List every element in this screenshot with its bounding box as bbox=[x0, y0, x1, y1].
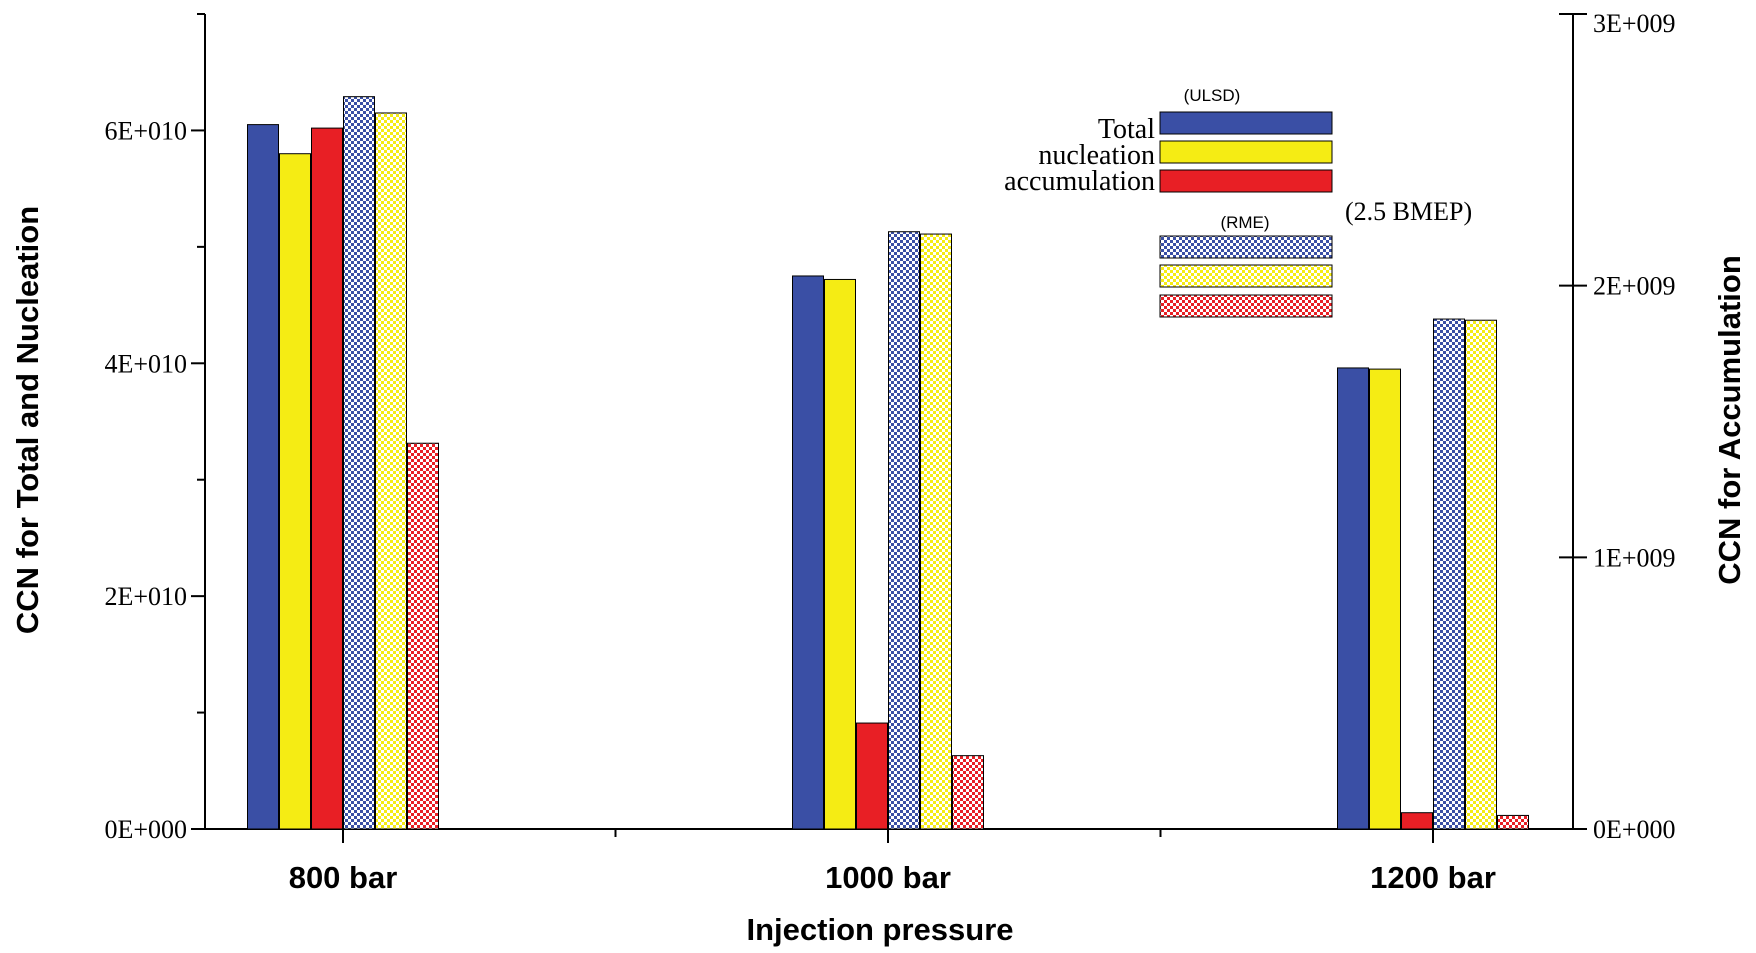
left-tick-label: 2E+010 bbox=[104, 582, 187, 611]
bar-ulsd-total-0 bbox=[247, 124, 279, 830]
bar-ulsd-accumulation-0 bbox=[311, 127, 343, 830]
left-axis-title: CCN for Total and Nucleation bbox=[10, 206, 45, 634]
legend-rme-title: (RME) bbox=[1220, 213, 1269, 232]
bar-ulsd-nucleation-1 bbox=[824, 278, 856, 830]
left-tick-label: 4E+010 bbox=[104, 349, 187, 378]
bar-rme-nucleation-1 bbox=[920, 233, 952, 830]
bar-ulsd-accumulation-2 bbox=[1401, 812, 1433, 830]
legend-label-accumulation: accumulation bbox=[1004, 166, 1155, 197]
x-tick-label: 1000 bar bbox=[825, 860, 951, 895]
legend-swatch-rme-nucleation bbox=[1159, 264, 1333, 288]
legend: (ULSD) Total nucleation accumulation (RM… bbox=[1004, 86, 1333, 318]
bar-series bbox=[247, 96, 1529, 830]
x-axis-title: Injection pressure bbox=[746, 912, 1013, 947]
right-axis-ticks: 0E+000 1E+009 2E+009 3E+009 bbox=[1559, 9, 1676, 844]
bmep-annotation: (2.5 BMEP) bbox=[1345, 197, 1472, 226]
x-axis-ticks: 800 bar 1000 bar 1200 bar bbox=[289, 829, 1496, 895]
bar-ulsd-total-2 bbox=[1337, 367, 1369, 830]
bar-rme-total-0 bbox=[343, 96, 375, 830]
x-tick-label: 800 bar bbox=[289, 860, 398, 895]
bar-rme-total-1 bbox=[888, 231, 920, 830]
bar-ulsd-accumulation-1 bbox=[856, 722, 888, 830]
bar-ulsd-total-1 bbox=[792, 275, 824, 830]
legend-ulsd-title: (ULSD) bbox=[1184, 86, 1241, 105]
bar-rme-nucleation-2 bbox=[1465, 319, 1497, 830]
bar-ulsd-nucleation-2 bbox=[1369, 368, 1401, 830]
legend-label-total: Total bbox=[1098, 114, 1155, 145]
bar-ulsd-nucleation-0 bbox=[279, 153, 311, 830]
left-tick-label: 6E+010 bbox=[104, 116, 187, 145]
right-axis-title: CCN for Accumulation bbox=[1712, 255, 1747, 585]
bar-rme-accumulation-1 bbox=[952, 755, 984, 830]
right-tick-label: 0E+000 bbox=[1593, 815, 1676, 844]
legend-label-nucleation: nucleation bbox=[1038, 140, 1155, 171]
legend-swatch-ulsd-total bbox=[1159, 111, 1333, 135]
bar-rme-accumulation-0 bbox=[407, 442, 439, 830]
legend-swatch-ulsd-accumulation bbox=[1159, 169, 1333, 193]
x-tick-label: 1200 bar bbox=[1370, 860, 1496, 895]
legend-swatch-ulsd-nucleation bbox=[1159, 140, 1333, 164]
legend-swatch-rme-accumulation bbox=[1159, 294, 1333, 318]
left-tick-label: 0E+000 bbox=[104, 815, 187, 844]
left-axis-ticks: 0E+000 2E+010 4E+010 6E+010 bbox=[104, 13, 205, 844]
bar-rme-total-2 bbox=[1433, 318, 1465, 830]
right-tick-label: 2E+009 bbox=[1593, 272, 1676, 301]
right-tick-label: 3E+009 bbox=[1593, 9, 1676, 38]
right-tick-label: 1E+009 bbox=[1593, 543, 1676, 572]
legend-swatch-rme-total bbox=[1159, 235, 1333, 259]
bar-rme-accumulation-2 bbox=[1497, 814, 1529, 830]
bar-rme-nucleation-0 bbox=[375, 112, 407, 830]
